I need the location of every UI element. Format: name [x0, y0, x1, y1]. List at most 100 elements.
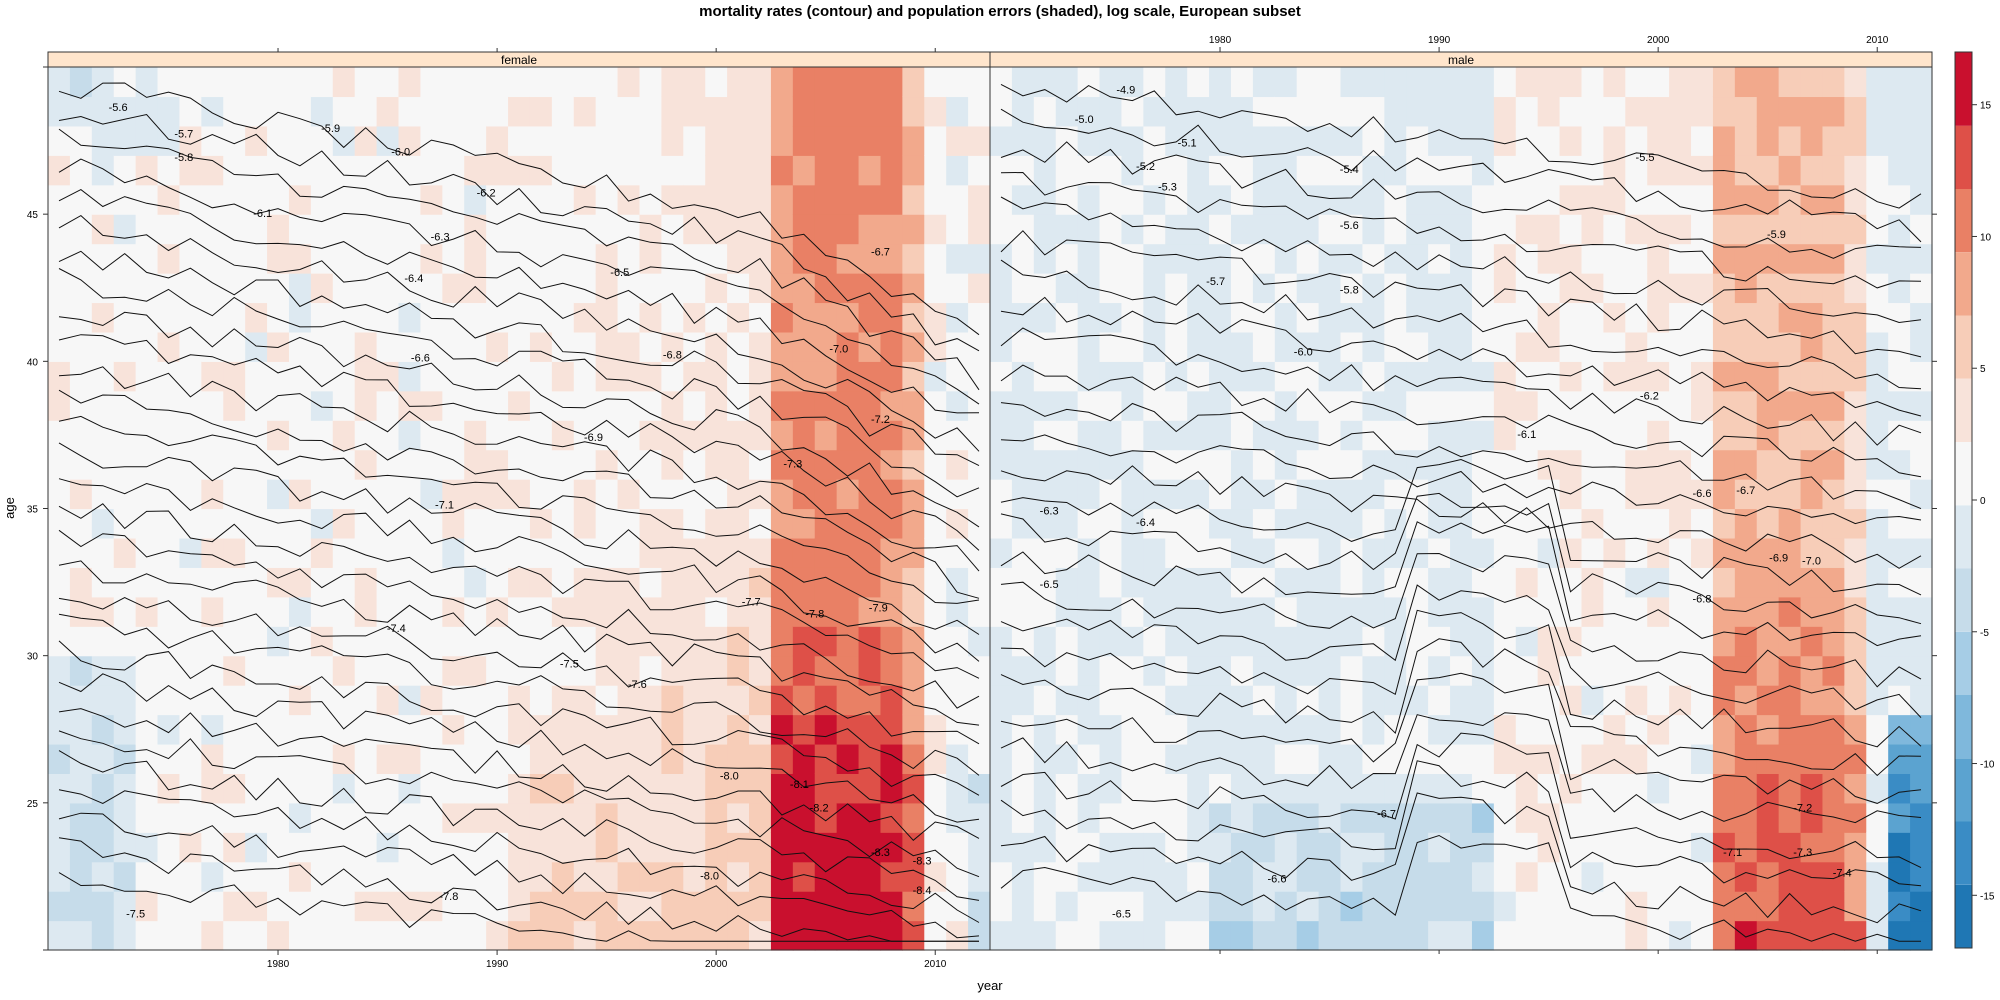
colorkey-band: [1955, 568, 1972, 632]
heatmap-cell: [398, 508, 422, 539]
heatmap-cell: [1121, 302, 1144, 333]
heatmap-cell: [486, 508, 509, 539]
contour-label: -6.8: [663, 349, 682, 361]
heatmap-cell: [1493, 626, 1517, 657]
heatmap-cell: [1296, 302, 1320, 333]
heatmap-cell: [464, 537, 487, 568]
heatmap-cell: [617, 714, 641, 745]
heatmap-cell: [1844, 920, 1867, 951]
heatmap-cell: [1625, 537, 1648, 568]
heatmap-cell: [1274, 96, 1298, 127]
heatmap-cell: [1844, 331, 1867, 362]
heatmap-cell: [639, 832, 662, 863]
contour-label: -8.0: [700, 870, 719, 882]
heatmap-cell: [1252, 567, 1276, 598]
heatmap-cell: [1077, 537, 1101, 568]
heatmap-cell: [1756, 479, 1780, 510]
heatmap-cell: [1340, 331, 1364, 362]
heatmap-cell: [1625, 655, 1648, 686]
y-tick-label: 25: [27, 799, 39, 810]
heatmap-cell: [267, 685, 290, 716]
heatmap-cell: [1165, 96, 1188, 127]
heatmap-cell: [1515, 96, 1539, 127]
heatmap-cell: [69, 214, 93, 245]
heatmap-cell: [573, 596, 597, 627]
heatmap-cell: [1187, 155, 1210, 186]
heatmap-cell: [179, 508, 202, 539]
heatmap-cell: [1296, 685, 1320, 716]
heatmap-cell: [91, 273, 115, 304]
heatmap-cell: [1318, 214, 1342, 245]
heatmap-cell: [442, 479, 465, 510]
heatmap-cell: [1121, 802, 1144, 833]
heatmap-cell: [113, 655, 137, 686]
heatmap-cell: [1077, 361, 1101, 392]
heatmap-cell: [1537, 861, 1561, 892]
heatmap-cell: [1603, 479, 1626, 510]
heatmap-cell: [135, 390, 159, 421]
heatmap-cell: [1362, 390, 1385, 421]
heatmap-cell: [1143, 273, 1166, 304]
heatmap-cell: [770, 302, 794, 333]
heatmap-cell: [1187, 714, 1210, 745]
heatmap-cell: [1187, 67, 1210, 98]
heatmap-cell: [727, 714, 750, 745]
heatmap-cell: [1712, 67, 1736, 98]
heatmap-cell: [1691, 773, 1714, 804]
heatmap-cell: [617, 96, 641, 127]
contour-label: -5.7: [174, 129, 193, 141]
heatmap-cell: [157, 243, 181, 274]
heatmap-cell: [48, 67, 71, 98]
heatmap-cell: [1669, 655, 1692, 686]
heatmap-cell: [1625, 96, 1648, 127]
heatmap-cell: [91, 390, 115, 421]
heatmap-cell: [245, 685, 268, 716]
heatmap-cell: [705, 273, 728, 304]
heatmap-cell: [1296, 184, 1320, 215]
heatmap-cell: [1318, 861, 1342, 892]
heatmap-cell: [1340, 125, 1364, 156]
heatmap-cell: [1910, 302, 1933, 333]
heatmap-cell: [749, 685, 772, 716]
heatmap-cell: [661, 743, 684, 774]
colorkey-tick-label: -5: [1980, 628, 1989, 639]
heatmap-cell: [1866, 96, 1889, 127]
heatmap-cell: [705, 626, 728, 657]
heatmap-cell: [1187, 743, 1210, 774]
heatmap-cell: [69, 331, 93, 362]
heatmap-cell: [1121, 596, 1144, 627]
heatmap-cell: [508, 773, 531, 804]
heatmap-cell: [529, 832, 553, 863]
heatmap-cell: [595, 273, 619, 304]
heatmap-cell: [1778, 479, 1802, 510]
heatmap-cell: [946, 302, 969, 333]
heatmap-cell: [1165, 243, 1188, 274]
heatmap-cell: [770, 508, 794, 539]
heatmap-cell: [288, 420, 312, 451]
heatmap-cell: [529, 67, 553, 98]
heatmap-cell: [91, 802, 115, 833]
panels-group: -5.6-5.7-5.8-5.9-6.0-6.1-6.2-6.3-6.4 -6.5…: [27, 35, 1937, 970]
heatmap-cell: [1362, 449, 1385, 480]
heatmap-cell: [880, 125, 903, 156]
heatmap-cell: [354, 155, 378, 186]
heatmap-cell: [1471, 420, 1495, 451]
colorkey-tick-label: -15: [1980, 891, 1995, 902]
heatmap-cell: [486, 567, 509, 598]
heatmap-cell: [727, 214, 750, 245]
heatmap-cell: [1209, 449, 1232, 480]
heatmap-cell: [770, 125, 794, 156]
heatmap-cell: [858, 861, 882, 892]
heatmap-cell: [749, 331, 772, 362]
heatmap-cell: [1822, 449, 1845, 480]
heatmap-cell: [223, 655, 246, 686]
heatmap-cell: [1515, 743, 1539, 774]
heatmap-cell: [990, 420, 1013, 451]
heatmap-cell: [1209, 685, 1232, 716]
heatmap-cell: [113, 155, 137, 186]
heatmap-cell: [1800, 596, 1824, 627]
heatmap-cell: [639, 184, 662, 215]
heatmap-cell: [990, 802, 1013, 833]
heatmap-cell: [1625, 273, 1648, 304]
heatmap-cell: [486, 331, 509, 362]
